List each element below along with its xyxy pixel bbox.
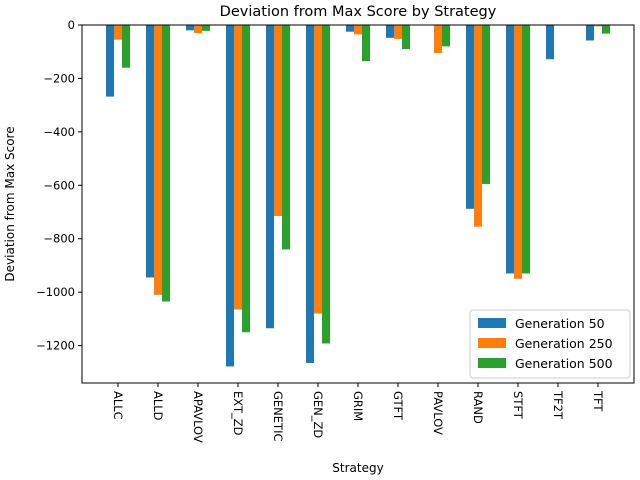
x-tick-label: APAVLOV bbox=[191, 391, 205, 443]
y-tick-label: 0 bbox=[68, 18, 75, 32]
bar-allc-series-1 bbox=[106, 25, 114, 97]
y-ticks-group: 0 −200 −400 −600 −800 −1000 −1200 bbox=[36, 18, 82, 353]
bar-rand-series-2 bbox=[474, 25, 482, 227]
legend-swatch bbox=[478, 338, 506, 348]
bar-grim-series-2 bbox=[354, 25, 362, 35]
x-tick-label: GEN_ZD bbox=[311, 391, 325, 438]
bar-allc-series-2 bbox=[114, 25, 122, 40]
bar-rand-series-3 bbox=[482, 25, 490, 184]
legend: Generation 50 Generation 250 Generation 50… bbox=[469, 309, 631, 379]
bar-ext-zd-series-3 bbox=[242, 25, 250, 333]
bar-tft-series-1 bbox=[586, 25, 594, 41]
bars-group bbox=[106, 25, 610, 367]
legend-box bbox=[469, 309, 631, 379]
bar-gtft-series-3 bbox=[402, 25, 410, 50]
legend-entry-label: Generation 250 bbox=[515, 336, 613, 351]
bar-tft-series-3 bbox=[602, 25, 610, 34]
x-tick-label: PAVLOV bbox=[431, 391, 445, 435]
bar-tft-series-2 bbox=[594, 25, 602, 27]
bar-stft-series-1 bbox=[506, 25, 514, 274]
x-tick-label: ALLC bbox=[111, 391, 125, 420]
x-tick-label: RAND bbox=[471, 391, 485, 424]
bar-ext-zd-series-2 bbox=[234, 25, 242, 310]
x-tick-label: STFT bbox=[511, 391, 525, 420]
x-ticks-group: ALLC ALLD APAVLOV EXT_ZD GENETIC GEN_ZD GRIM GT… bbox=[111, 383, 605, 443]
bar-gtft-series-2 bbox=[394, 25, 402, 39]
y-tick-label: −800 bbox=[43, 232, 75, 246]
x-tick-label: ALLD bbox=[151, 391, 165, 421]
bar-stft-series-3 bbox=[522, 25, 530, 274]
bar-ext-zd-series-1 bbox=[226, 25, 234, 367]
bar-tf2t-series-1 bbox=[546, 25, 554, 60]
bar-alld-series-1 bbox=[146, 25, 154, 278]
y-tick-label: −1000 bbox=[36, 285, 75, 299]
bar-gen-zd-series-3 bbox=[322, 25, 330, 344]
bar-alld-series-2 bbox=[154, 25, 162, 295]
bar-rand-series-1 bbox=[466, 25, 474, 209]
x-tick-label: GTFT bbox=[391, 391, 405, 421]
bar-gen-zd-series-2 bbox=[314, 25, 322, 314]
y-tick-label: −600 bbox=[43, 178, 75, 192]
bar-genetic-series-3 bbox=[282, 25, 290, 250]
y-tick-label: −400 bbox=[43, 125, 75, 139]
x-tick-label: TF2T bbox=[551, 390, 565, 420]
bar-alld-series-3 bbox=[162, 25, 170, 302]
bar-grim-series-3 bbox=[362, 25, 370, 62]
bar-pavlov-series-3 bbox=[442, 25, 450, 47]
chart-title: Deviation from Max Score by Strategy bbox=[220, 4, 497, 20]
bar-gen-zd-series-1 bbox=[306, 25, 314, 363]
x-axis-label: Strategy bbox=[332, 461, 383, 475]
legend-swatch bbox=[478, 358, 506, 368]
bar-apavlov-series-1 bbox=[186, 25, 194, 31]
legend-entry-label: Generation 50 bbox=[515, 316, 605, 331]
bar-grim-series-1 bbox=[346, 25, 354, 32]
x-tick-label: GENETIC bbox=[271, 391, 285, 442]
x-tick-label: EXT_ZD bbox=[231, 391, 245, 436]
legend-entry-label: Generation 500 bbox=[515, 356, 613, 371]
bar-apavlov-series-2 bbox=[194, 25, 202, 34]
bar-allc-series-3 bbox=[122, 25, 130, 68]
bar-apavlov-series-3 bbox=[202, 25, 210, 31]
bar-gtft-series-1 bbox=[386, 25, 394, 38]
y-axis-label: Deviation from Max Score bbox=[3, 126, 17, 281]
y-tick-label: −1200 bbox=[36, 339, 75, 353]
bar-genetic-series-1 bbox=[266, 25, 274, 329]
bar-stft-series-2 bbox=[514, 25, 522, 279]
x-tick-label: GRIM bbox=[351, 391, 365, 421]
bar-pavlov-series-2 bbox=[434, 25, 442, 54]
bar-genetic-series-2 bbox=[274, 25, 282, 217]
x-tick-label: TFT bbox=[591, 390, 605, 412]
y-tick-label: −200 bbox=[43, 71, 75, 85]
legend-swatch bbox=[478, 318, 506, 328]
